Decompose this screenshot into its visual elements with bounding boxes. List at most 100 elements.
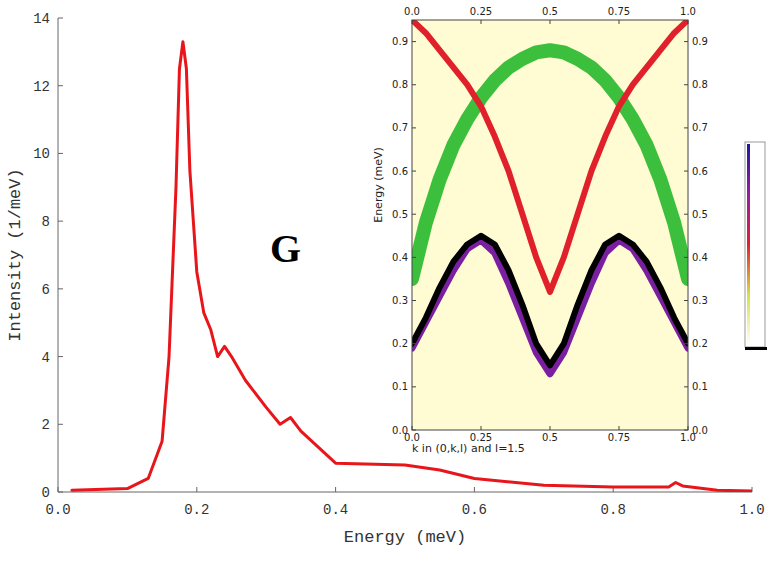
inset-y-tick <box>412 41 416 42</box>
inset-y-tick <box>412 171 416 172</box>
y-axis-title: Intensity (1/meV) <box>6 168 25 341</box>
inset-x-tick-label-top: 1.0 <box>680 6 696 17</box>
x-tick-label: 0.0 <box>45 502 70 518</box>
inset-x-tick <box>481 426 482 430</box>
inset-x-tick <box>412 426 413 430</box>
inset-y-tick <box>412 386 416 387</box>
x-tick <box>58 487 59 492</box>
inset-y-tick-label: 0.2 <box>392 338 408 349</box>
inset-y-tick-label: 0.3 <box>392 295 408 306</box>
colorbar <box>747 144 750 345</box>
inset-y-tick-label-right: 0.2 <box>692 338 708 349</box>
y-tick <box>58 424 63 425</box>
inset-x-tick <box>412 20 413 24</box>
inset-y-tick <box>684 84 688 85</box>
y-tick <box>58 18 63 19</box>
inset-y-tick-label-right: 0.0 <box>692 425 708 436</box>
inset-x-tick <box>481 20 482 24</box>
inset-x-tick-label-top: 0.5 <box>542 6 558 17</box>
y-tick-label: 6 <box>42 282 50 298</box>
inset-x-tick <box>550 20 551 24</box>
inset-x-tick <box>688 426 689 430</box>
inset-y-tick <box>684 171 688 172</box>
inset-y-tick-label-right: 0.9 <box>692 36 708 47</box>
inset-y-tick <box>684 41 688 42</box>
colorbar-end <box>745 347 767 350</box>
inset-y-tick-label-right: 0.6 <box>692 166 708 177</box>
y-tick <box>58 153 63 154</box>
inset-y-tick <box>684 257 688 258</box>
inset-x-tick <box>550 426 551 430</box>
inset-y-tick <box>412 343 416 344</box>
y-tick-label: 8 <box>42 214 50 230</box>
inset-x-tick <box>688 20 689 24</box>
inset-background <box>345 0 715 458</box>
y-tick-label: 0 <box>42 485 50 501</box>
inset-y-tick-label-right: 0.1 <box>692 381 708 392</box>
inset-x-axis-title: k in (0,k,l) and l=1.5 <box>412 442 525 455</box>
y-tick-label: 10 <box>33 146 50 162</box>
x-tick-label: 0.2 <box>184 502 209 518</box>
inset-y-tick <box>684 300 688 301</box>
inset-x-tick-label-top: 0.0 <box>404 6 420 17</box>
x-axis <box>58 492 752 493</box>
inset-y-tick <box>412 84 416 85</box>
figure: 0 2 4 6 8 10 12 14 0.0 0.2 0.4 0.6 0.8 1.0 Energy (meV… <box>0 0 772 565</box>
y-tick <box>58 288 63 289</box>
inset-frame <box>412 20 688 430</box>
inset-y-tick <box>684 127 688 128</box>
x-tick-label: 0.6 <box>462 502 487 518</box>
inset-y-tick-label-right: 0.3 <box>692 295 708 306</box>
inset-plot-area <box>412 20 688 374</box>
inset-y-tick-label-right: 0.8 <box>692 79 708 90</box>
inset-y-tick-label: 0.4 <box>392 252 408 263</box>
x-tick <box>474 487 475 492</box>
inset-y-tick <box>412 300 416 301</box>
x-tick-label: 0.4 <box>323 502 348 518</box>
y-tick-label: 4 <box>42 350 50 366</box>
inset-y-tick <box>684 343 688 344</box>
inset-x-tick-label: 0.75 <box>608 432 630 443</box>
inset-y-tick <box>412 127 416 128</box>
inset-y-tick <box>684 430 688 431</box>
inset-y-tick <box>684 214 688 215</box>
x-tick-label: 1.0 <box>739 502 764 518</box>
inset-plot-background <box>412 20 688 430</box>
inset-y-tick <box>412 430 416 431</box>
inset-y-tick <box>412 257 416 258</box>
inset-x-tick <box>619 426 620 430</box>
inset-y-tick <box>412 214 416 215</box>
x-tick-label: 0.8 <box>601 502 626 518</box>
y-tick <box>58 85 63 86</box>
inset-y-tick-label-right: 0.5 <box>692 209 708 220</box>
inset-x-tick-label-top: 0.25 <box>470 6 492 17</box>
inset-y-tick-label-right: 0.4 <box>692 252 708 263</box>
inset-y-tick-label: 0.0 <box>392 425 408 436</box>
inset-x-tick-label: 0.5 <box>542 432 558 443</box>
y-tick-label: 14 <box>33 11 50 27</box>
y-tick <box>58 356 63 357</box>
x-tick <box>335 487 336 492</box>
inset-y-tick-label: 0.9 <box>392 36 408 47</box>
inset-y-tick <box>684 386 688 387</box>
inset-y-tick-label: 0.6 <box>392 166 408 177</box>
y-tick-label: 2 <box>42 417 50 433</box>
inset-y-tick-label: 0.1 <box>392 381 408 392</box>
inset-x-tick-label-top: 0.75 <box>608 6 630 17</box>
colorbar-frame <box>745 142 765 347</box>
inset-x-tick <box>619 20 620 24</box>
y-tick <box>58 492 63 493</box>
inset-y-tick-label-right: 0.7 <box>692 122 708 133</box>
inset-y-axis-title: Energy (meV) <box>372 147 385 223</box>
inset-y-tick-label: 0.5 <box>392 209 408 220</box>
y-axis <box>58 18 59 492</box>
y-tick-label: 12 <box>33 79 50 95</box>
series-line <box>412 236 688 365</box>
y-tick <box>58 221 63 222</box>
x-tick <box>196 487 197 492</box>
x-axis-title: Energy (meV) <box>344 528 466 547</box>
series-line <box>412 50 688 279</box>
inset-y-tick-label: 0.7 <box>392 122 408 133</box>
panel-letter: G <box>270 226 301 271</box>
inset-y-tick-label: 0.8 <box>392 79 408 90</box>
